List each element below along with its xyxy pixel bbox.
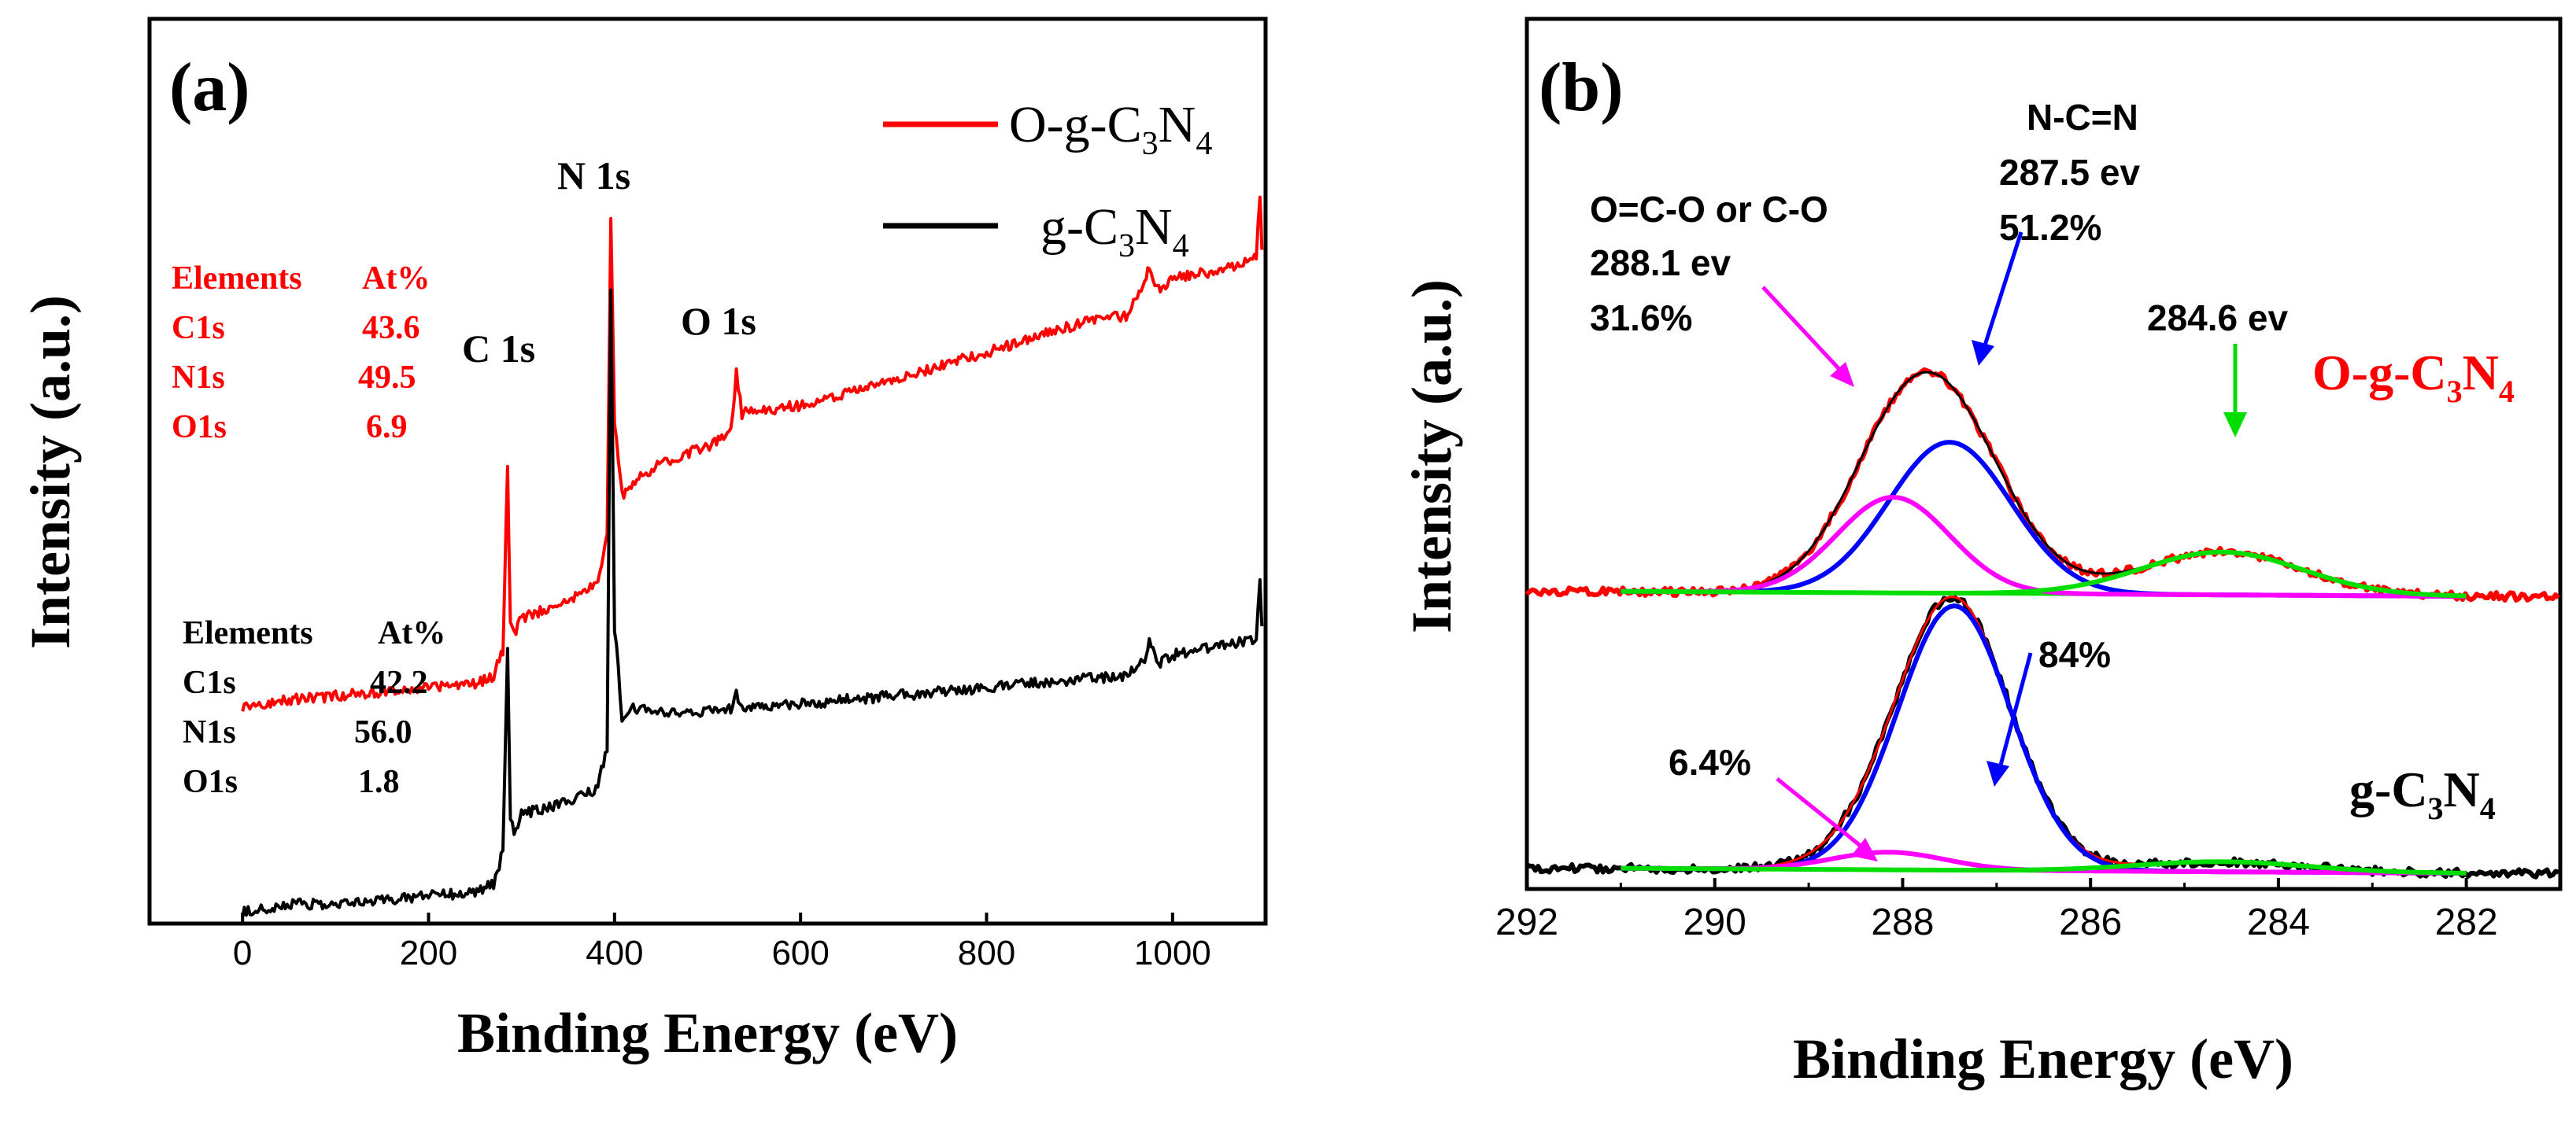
table-header-elements: Elements — [172, 260, 302, 297]
table-cell: 42.2 — [370, 665, 428, 701]
table-cell: N1s — [172, 360, 225, 396]
envelope-o-g-c3n4 — [1621, 371, 2467, 597]
annotation-o-ncn: N-C=N 287.5 ev 51.2% — [1999, 97, 2140, 248]
x-tick-label: 282 — [2435, 902, 2498, 943]
series-line-g-c3n4 — [241, 288, 1264, 918]
arrowhead-g-oco — [1851, 838, 1878, 861]
table-header-elements: Elements — [183, 615, 313, 651]
fit-component-g-c3n4-c-c — [1621, 859, 2467, 876]
peak-label-c1s: C 1s — [462, 326, 535, 371]
panel-a-y-axis-title: Intensity (a.u.) — [19, 295, 82, 649]
annotation-arrows — [1761, 231, 2247, 861]
arrowhead-o-cc — [2223, 412, 2247, 437]
annotation-text: 51.2% — [1999, 207, 2101, 248]
table-header-at: At% — [362, 260, 430, 297]
table-cell: C1s — [183, 665, 236, 701]
arrow-g-ncn — [1997, 652, 2033, 772]
annotation-text: 31.6% — [1590, 297, 1692, 338]
table-cell: 56.0 — [354, 714, 412, 751]
panel-a-legend: O-g-C3N4 g-C3N4 — [883, 96, 1212, 264]
x-tick-label: 284 — [2247, 902, 2310, 943]
raw-data-o-g-c3n4 — [1525, 367, 2560, 603]
panel-b: (b) 292 290 288 286 284 282 Binding Energy (e… — [1400, 17, 2563, 1090]
fit-component-o-g-c3n4-n-c-n — [1621, 440, 2467, 599]
table-cell: 43.6 — [362, 310, 420, 346]
arrowhead-o-oco — [1830, 362, 1854, 387]
arrowhead-o-ncn — [1972, 340, 1994, 366]
arrow-o-ncn — [1981, 231, 2023, 351]
legend-label-o-g-c3n4: O-g-C3N4 — [1009, 96, 1212, 162]
annotation-text: N-C=N — [2027, 97, 2138, 138]
x-tick-label: 292 — [1495, 902, 1558, 943]
sample-label-g-c3n4: g-C3N4 — [2349, 762, 2496, 826]
panel-a-frame — [147, 17, 1268, 926]
x-tick-label: 0 — [233, 934, 252, 972]
panel-a-label: (a) — [169, 50, 250, 126]
panel-b-label: (b) — [1539, 50, 1624, 126]
arrowhead-g-ncn — [1987, 761, 2009, 787]
table-cell: O1s — [172, 409, 227, 445]
x-tick-label: 1000 — [1134, 934, 1211, 972]
fit-component-o-g-c3n4-c-c — [1621, 549, 2467, 599]
x-tick-label: 286 — [2059, 902, 2122, 943]
panel-b-y-axis-title: Intensity (a.u.) — [1400, 279, 1463, 633]
table-cell: C1s — [172, 310, 225, 346]
x-tick-label: 600 — [771, 934, 829, 972]
annotation-g-ncn: 84% — [2038, 634, 2111, 675]
table-header-at: At% — [378, 615, 445, 651]
panel-b-x-ticks — [1525, 878, 2562, 889]
x-tick-label: 400 — [586, 934, 643, 972]
annotation-text: 287.5 ev — [1999, 152, 2140, 193]
legend-label-g-c3n4: g-C3N4 — [1040, 198, 1189, 264]
panel-a-x-axis-title: Binding Energy (eV) — [457, 1001, 958, 1064]
sample-label-o-g-c3n4: O-g-C3N4 — [2312, 345, 2515, 409]
annotation-o-oco: O=C-O or C-O 288.1 ev 31.6% — [1590, 189, 1828, 338]
annotation-o-cc: 284.6 ev — [2147, 297, 2288, 338]
annotation-text: O=C-O or C-O — [1590, 189, 1828, 230]
composition-table-o-g-c3n4: Elements At% C1s 43.6 N1s 49.5 O1s 6.9 — [172, 260, 430, 445]
peak-label-n1s: N 1s — [557, 153, 630, 197]
table-cell: N1s — [183, 714, 236, 751]
x-tick-label: 800 — [958, 934, 1015, 972]
x-tick-label: 290 — [1683, 902, 1746, 943]
composition-table-g-c3n4: Elements At% C1s 42.2 N1s 56.0 O1s 1.8 — [183, 615, 445, 800]
peak-label-o1s: O 1s — [681, 299, 756, 343]
table-cell: 1.8 — [358, 764, 400, 800]
table-cell: 49.5 — [358, 360, 416, 396]
table-cell: O1s — [183, 764, 238, 800]
panel-a-series — [241, 195, 1264, 918]
panel-a: (a) 0 200 400 600 800 1000 Binding Energy (eV… — [19, 17, 1268, 1064]
panel-b-x-axis-title: Binding Energy (eV) — [1793, 1027, 2293, 1090]
x-tick-label: 288 — [1871, 902, 1934, 943]
arrow-o-oco — [1761, 286, 1847, 378]
arrow-g-oco — [1776, 777, 1867, 851]
x-tick-label: 200 — [400, 934, 457, 972]
panel-b-series — [1525, 367, 2560, 880]
series-line-o-g-c3n4 — [241, 195, 1264, 712]
annotation-g-oco: 6.4% — [1669, 742, 1751, 783]
panel-b-frame — [1525, 17, 2563, 891]
table-cell: 6.9 — [366, 409, 408, 445]
panel-b-x-tick-labels: 292 290 288 286 284 282 — [1495, 902, 2498, 943]
annotation-text: 288.1 ev — [1590, 242, 1731, 283]
panel-a-x-tick-labels: 0 200 400 600 800 1000 — [233, 934, 1211, 972]
